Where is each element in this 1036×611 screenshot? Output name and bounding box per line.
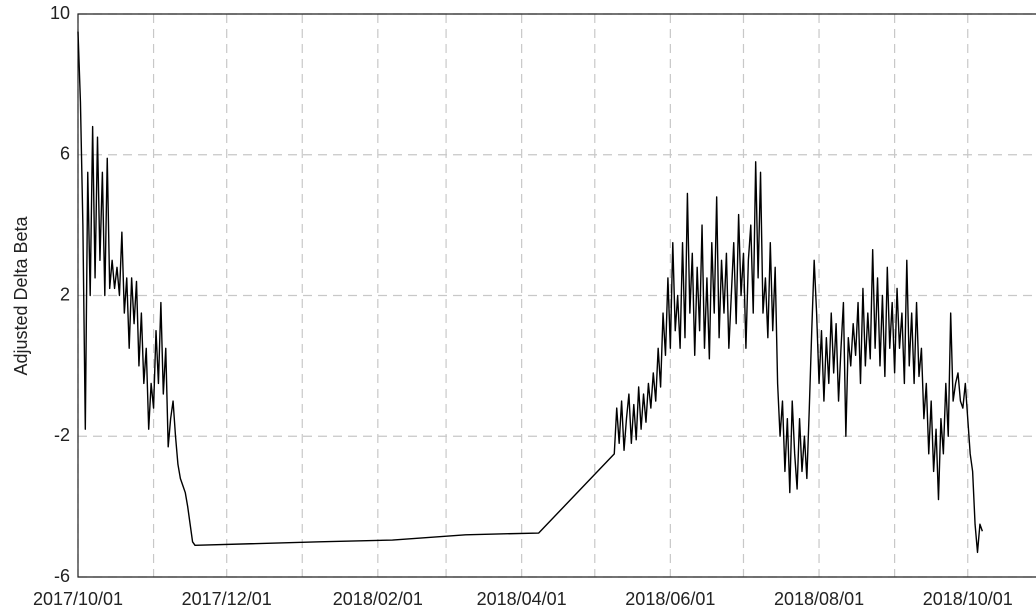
x-tick-label: 2018/06/01	[625, 589, 715, 609]
axes-frame	[77, 13, 1036, 578]
data-line	[77, 31, 984, 554]
y-tick-label: 10	[50, 3, 70, 23]
y-tick-label: 6	[60, 144, 70, 164]
x-tick-label: 2018/02/01	[333, 589, 423, 609]
y-tick-label: -2	[54, 425, 70, 445]
x-tick-label: 2017/10/01	[33, 589, 123, 609]
y-axis-label: Adjusted Delta Beta	[11, 215, 31, 375]
x-tick-label: 2018/08/01	[774, 589, 864, 609]
x-tick-label: 2017/12/01	[182, 589, 272, 609]
y-tick-label: -6	[54, 566, 70, 586]
y-tick-label: 2	[60, 284, 70, 304]
x-tick-label: 2018/10/01	[923, 589, 1013, 609]
x-tick-label: 2018/04/01	[477, 589, 567, 609]
